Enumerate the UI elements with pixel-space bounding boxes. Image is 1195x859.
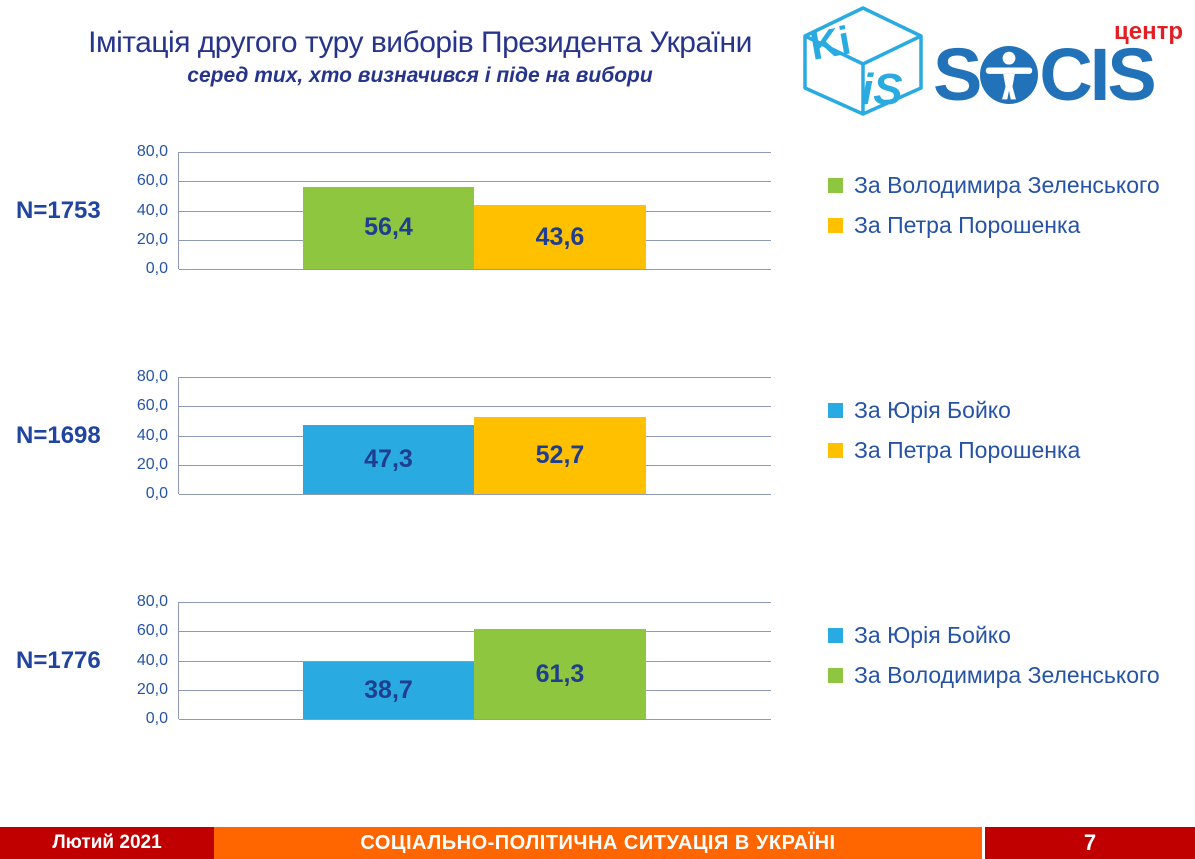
y-axis-tick: 40,0 <box>136 426 168 444</box>
bar-value-label: 52,7 <box>535 440 585 469</box>
page-title: Імітація другого туру виборів Президента… <box>88 26 752 59</box>
bar-poroshenko: 52,7 <box>474 416 646 494</box>
y-axis-tick: 80,0 <box>136 143 168 160</box>
socis-letters-cis: CIS <box>1039 33 1156 116</box>
bar-value-label: 38,7 <box>364 676 413 705</box>
bar-value-label: 47,3 <box>364 444 413 473</box>
gridline <box>179 719 771 720</box>
footer-title: СОЦІАЛЬНО-ПОЛІТИЧНА СИТУАЦІЯ В УКРАЇНІ <box>214 827 982 859</box>
chart-section-3: N=1776 80,0 60,0 40,0 20,0 0,0 38,7 61,3… <box>0 593 1195 727</box>
bar-boyko: 38,7 <box>303 662 474 719</box>
footer: Лютий 2021 СОЦІАЛЬНО-ПОЛІТИЧНА СИТУАЦІЯ … <box>0 827 1195 859</box>
socis-logo: центр S CIS <box>933 12 1193 112</box>
title-block: Імітація другого туру виборів Президента… <box>30 26 810 88</box>
footer-divider <box>982 827 985 859</box>
y-axis-tick: 60,0 <box>136 397 168 415</box>
y-axis-tick: 40,0 <box>136 201 168 219</box>
y-axis-tick: 40,0 <box>136 651 168 669</box>
legend-label: За Юрія Бойко <box>854 622 1011 648</box>
legend-swatch <box>828 178 843 193</box>
page-subtitle: серед тих, хто визначився і піде на вибо… <box>187 64 653 87</box>
y-axis-tick: 0,0 <box>145 710 168 727</box>
y-axis-tick: 20,0 <box>136 230 168 248</box>
gridline <box>179 377 771 378</box>
legend-item: За Петра Порошенка <box>828 211 1160 241</box>
legend-label: За Юрія Бойко <box>854 397 1011 423</box>
plot-area: 38,7 61,3 <box>178 602 771 720</box>
bar-value-label: 43,6 <box>535 222 585 251</box>
gridline <box>179 494 771 495</box>
legend-swatch <box>828 403 843 418</box>
page-number: 7 <box>985 827 1195 859</box>
plot-area: 56,4 43,6 <box>178 152 771 270</box>
y-axis: 80,0 60,0 40,0 20,0 0,0 <box>112 368 172 502</box>
legend: За Юрія Бойко За Петра Порошенка <box>828 396 1080 476</box>
legend-item: За Володимира Зеленського <box>828 661 1160 691</box>
y-axis-tick: 0,0 <box>145 260 168 277</box>
gridline <box>179 269 771 270</box>
chart-section-1: N=1753 80,0 60,0 40,0 20,0 0,0 56,4 43,6… <box>0 143 1195 277</box>
legend-item: За Юрія Бойко <box>828 396 1080 426</box>
y-axis-tick: 20,0 <box>136 680 168 698</box>
socis-person-icon <box>980 46 1039 104</box>
gridline <box>179 181 771 183</box>
legend-label: За Петра Порошенка <box>854 212 1081 238</box>
y-axis: 80,0 60,0 40,0 20,0 0,0 <box>112 143 172 277</box>
bar-zelensky: 56,4 <box>303 186 474 269</box>
centr-label: центр <box>1113 18 1183 45</box>
gridline <box>179 152 771 153</box>
kiis-cube-icon: Ki iS <box>803 6 923 116</box>
legend: За Юрія Бойко За Володимира Зеленського <box>828 621 1160 701</box>
legend: За Володимира Зеленського За Петра Порош… <box>828 171 1160 251</box>
legend-label: За Петра Порошенка <box>854 437 1081 463</box>
y-axis-tick: 80,0 <box>136 368 168 385</box>
bar-value-label: 61,3 <box>535 659 585 688</box>
sample-size-label: N=1776 <box>16 646 101 674</box>
legend-swatch <box>828 443 843 458</box>
legend-item: За Юрія Бойко <box>828 621 1160 651</box>
y-axis-tick: 20,0 <box>136 455 168 473</box>
socis-wordmark: S CIS <box>933 33 1157 116</box>
sample-size-label: N=1753 <box>16 196 101 224</box>
bar-value-label: 56,4 <box>364 213 413 242</box>
bar-zelensky: 61,3 <box>474 629 646 719</box>
y-axis-tick: 60,0 <box>136 622 168 640</box>
bar-poroshenko: 43,6 <box>474 205 646 269</box>
y-axis-tick: 60,0 <box>136 172 168 190</box>
legend-swatch <box>828 218 843 233</box>
gridline <box>179 406 771 408</box>
svg-text:iS: iS <box>861 65 903 114</box>
footer-date: Лютий 2021 <box>0 827 214 859</box>
y-axis-tick: 0,0 <box>145 485 168 502</box>
gridline <box>179 602 771 603</box>
plot-area: 47,3 52,7 <box>178 377 771 495</box>
y-axis-tick: 80,0 <box>136 593 168 610</box>
legend-swatch <box>828 668 843 683</box>
sample-size-label: N=1698 <box>16 421 101 449</box>
legend-label: За Володимира Зеленського <box>854 662 1160 688</box>
kiis-logo: Ki iS <box>795 4 931 118</box>
legend-item: За Володимира Зеленського <box>828 171 1160 201</box>
legend-label: За Володимира Зеленського <box>854 172 1160 198</box>
socis-letter-s: S <box>933 33 982 116</box>
bar-boyko: 47,3 <box>303 424 474 494</box>
legend-swatch <box>828 628 843 643</box>
y-axis: 80,0 60,0 40,0 20,0 0,0 <box>112 593 172 727</box>
chart-section-2: N=1698 80,0 60,0 40,0 20,0 0,0 47,3 52,7… <box>0 368 1195 502</box>
legend-item: За Петра Порошенка <box>828 436 1080 466</box>
svg-text:Ki: Ki <box>807 19 854 69</box>
